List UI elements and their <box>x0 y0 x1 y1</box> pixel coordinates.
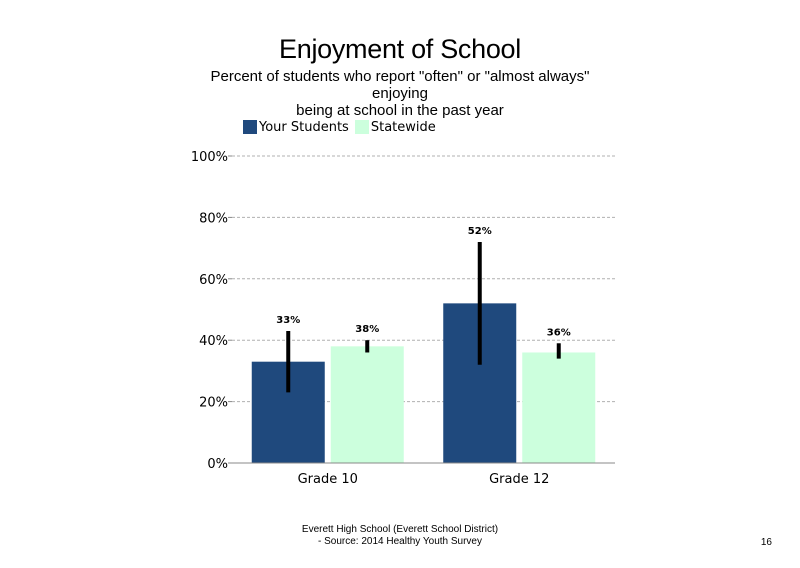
footer-line: - Source: 2014 Healthy Youth Survey <box>318 536 482 547</box>
chart-legend: Your Students Statewide <box>243 119 442 135</box>
data-label: 52% <box>468 226 492 237</box>
bar <box>522 352 596 463</box>
x-category-label: Grade 12 <box>489 472 549 487</box>
legend-swatch <box>354 120 369 134</box>
footer-source: Everett High School (Everett School Dist… <box>250 524 550 548</box>
data-label: 38% <box>355 324 379 335</box>
y-tick-label: 20% <box>199 396 228 411</box>
subtitle-line: enjoying <box>372 85 428 102</box>
footer-line: Everett High School (Everett School Dist… <box>301 524 499 535</box>
legend-swatch <box>243 120 257 134</box>
subtitle-line: being at school in the past year <box>296 102 504 118</box>
y-tick-label: 100% <box>191 150 228 165</box>
legend-item-your-students: Your Students <box>243 120 349 135</box>
y-tick-label: 60% <box>199 273 228 288</box>
bar <box>330 346 404 463</box>
page-number: 16 <box>760 537 772 548</box>
legend-item-statewide: Statewide <box>354 119 436 135</box>
x-category-label: Grade 10 <box>298 472 358 487</box>
data-label: 36% <box>547 327 571 338</box>
y-tick-label: 80% <box>199 211 228 226</box>
legend-label: Statewide <box>370 119 436 135</box>
chart-title: Enjoyment of School <box>279 34 521 64</box>
subtitle-line: Percent of students who report "often" o… <box>210 68 590 85</box>
data-label: 33% <box>276 315 300 326</box>
y-tick-label: 0% <box>207 457 228 472</box>
legend-label: Your Students <box>259 119 349 135</box>
chart-subtitle: Percent of students who report "often" o… <box>150 68 650 118</box>
y-tick-label: 40% <box>199 334 228 349</box>
